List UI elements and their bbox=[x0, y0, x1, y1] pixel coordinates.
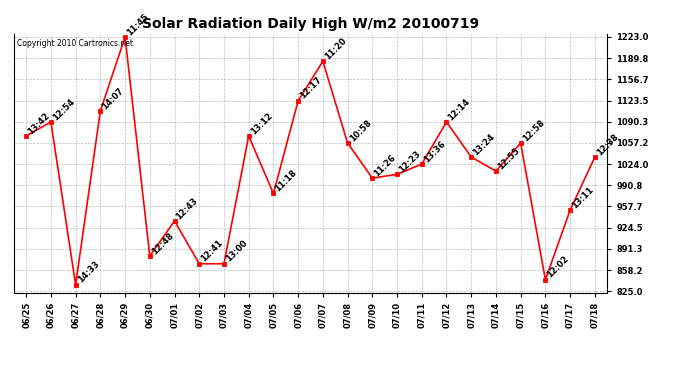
Text: 13:00: 13:00 bbox=[224, 238, 249, 264]
Text: 12:54: 12:54 bbox=[51, 96, 77, 122]
Text: 11:26: 11:26 bbox=[373, 153, 397, 178]
Text: 14:07: 14:07 bbox=[100, 86, 126, 111]
Text: 11:18: 11:18 bbox=[273, 168, 299, 194]
Text: 12:38: 12:38 bbox=[595, 132, 620, 157]
Text: 12:02: 12:02 bbox=[545, 255, 571, 280]
Title: Solar Radiation Daily High W/m2 20100719: Solar Radiation Daily High W/m2 20100719 bbox=[142, 17, 479, 31]
Text: 12:41: 12:41 bbox=[199, 238, 225, 264]
Text: 11:20: 11:20 bbox=[323, 36, 348, 61]
Text: 12:55: 12:55 bbox=[496, 146, 522, 171]
Text: 13:24: 13:24 bbox=[471, 132, 497, 157]
Text: 14:33: 14:33 bbox=[76, 260, 101, 285]
Text: 10:58: 10:58 bbox=[348, 118, 373, 143]
Text: Copyright 2010 Cartronics.net: Copyright 2010 Cartronics.net bbox=[17, 39, 132, 48]
Text: 13:36: 13:36 bbox=[422, 139, 447, 164]
Text: 12:48: 12:48 bbox=[150, 231, 175, 256]
Text: 12:17: 12:17 bbox=[298, 75, 324, 101]
Text: 13:11: 13:11 bbox=[570, 185, 595, 210]
Text: 12:14: 12:14 bbox=[446, 96, 472, 122]
Text: 13:12: 13:12 bbox=[248, 111, 274, 136]
Text: 12:43: 12:43 bbox=[175, 196, 200, 221]
Text: 12:23: 12:23 bbox=[397, 149, 422, 174]
Text: 12:58: 12:58 bbox=[521, 118, 546, 143]
Text: 13:42: 13:42 bbox=[26, 111, 52, 136]
Text: 11:45: 11:45 bbox=[125, 12, 150, 37]
